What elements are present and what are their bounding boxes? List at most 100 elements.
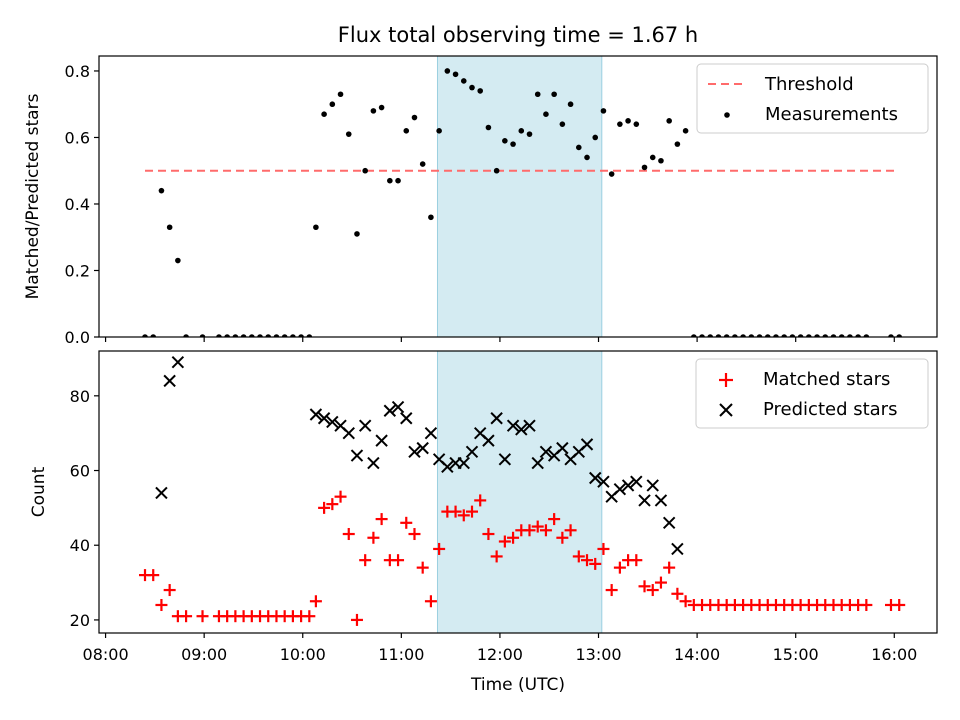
predicted-star-point xyxy=(350,449,364,462)
matched-star-point xyxy=(359,554,372,567)
predicted-star-point xyxy=(638,494,651,507)
matched-star-point xyxy=(408,528,421,541)
x-tick-label: 16:00 xyxy=(871,645,917,664)
matched-star-point xyxy=(309,595,322,608)
matched-star-point xyxy=(392,554,405,567)
measurement-point xyxy=(666,118,672,124)
measurement-point xyxy=(183,334,189,337)
legend-threshold-label: Threshold xyxy=(764,74,854,95)
predicted-star-point xyxy=(375,434,388,447)
measurement-point xyxy=(403,128,410,134)
matched-star-point xyxy=(646,584,659,597)
measurement-point xyxy=(378,104,385,111)
legend-predicted-label: Predicted stars xyxy=(763,399,897,420)
predicted-star-point xyxy=(490,412,503,425)
measurement-point xyxy=(142,334,148,337)
measurement-point xyxy=(691,334,697,337)
y-tick-label: 40 xyxy=(70,536,90,555)
measurement-point xyxy=(395,177,401,184)
measurement-point xyxy=(575,144,582,151)
y-tick-label: 0.6 xyxy=(65,128,90,147)
matched-star-point xyxy=(654,576,667,589)
measurement-point xyxy=(608,171,615,177)
measurement-point xyxy=(175,257,181,264)
y-tick-label: 20 xyxy=(70,611,90,630)
bottom-x-ticks: 08:00 09:00 10:00 11:00 12:00 13:00 14:00 15:00… xyxy=(83,633,917,664)
matched-star-point xyxy=(638,580,651,593)
matched-star-point xyxy=(498,535,511,548)
measurement-point xyxy=(534,91,541,98)
bottom-legend-box xyxy=(695,358,929,429)
measurement-point xyxy=(321,111,327,117)
y-tick-label: 0.2 xyxy=(65,261,90,280)
measurement-point xyxy=(896,334,903,337)
matched-star-point xyxy=(147,569,160,582)
measurement-point xyxy=(822,334,829,337)
measurement-point xyxy=(715,334,722,337)
measurement-point xyxy=(543,111,549,117)
matched-star-point xyxy=(196,610,209,623)
bottom-axes: 20 40 60 80 08:00 09:00 10:00 11:00 12:00 13:00 1… xyxy=(29,350,938,695)
x-tick-label: 12:00 xyxy=(477,645,523,664)
matched-star-point xyxy=(548,513,561,526)
matched-star-point xyxy=(342,528,355,541)
measurement-point xyxy=(863,334,870,337)
matched-star-point xyxy=(630,554,643,567)
measurement-point xyxy=(625,118,631,124)
matched-star-point xyxy=(507,531,520,544)
measurement-point xyxy=(773,334,779,337)
x-tick-label: 14:00 xyxy=(674,645,720,664)
matched-star-point xyxy=(457,509,470,522)
measurement-point xyxy=(257,334,263,337)
measurement-point xyxy=(337,91,344,98)
matched-star-point xyxy=(556,531,569,544)
measurement-point xyxy=(797,334,804,337)
matched-star-point xyxy=(564,524,577,537)
measurement-point xyxy=(370,108,377,114)
matched-star-point xyxy=(613,561,626,574)
measurement-point xyxy=(518,128,525,134)
measurement-point xyxy=(428,214,434,221)
matched-star-point xyxy=(375,513,388,526)
measurement-point xyxy=(150,334,157,337)
top-y-ticks: 0.0 0.2 0.4 0.6 0.8 xyxy=(65,62,99,347)
matched-star-point xyxy=(605,584,618,597)
matched-star-point xyxy=(572,550,585,563)
matched-star-point xyxy=(679,595,692,608)
measurement-point xyxy=(281,334,288,337)
measurement-point xyxy=(600,108,607,114)
measurement-point xyxy=(290,334,296,337)
measurement-point xyxy=(806,334,812,337)
x-tick-label: 09:00 xyxy=(181,645,227,664)
legend-measurements-swatch xyxy=(724,112,730,118)
predicted-star-point xyxy=(400,412,413,425)
predicted-star-point xyxy=(613,482,627,496)
legend-matched-swatch xyxy=(719,373,733,387)
matched-star-point xyxy=(482,528,495,541)
measurement-point xyxy=(584,154,590,161)
measurement-point xyxy=(313,224,319,231)
predicted-star-point xyxy=(171,355,185,369)
predicted-star-point xyxy=(465,445,479,459)
measurement-point xyxy=(781,334,787,337)
matched-star-point xyxy=(581,554,594,567)
matched-star-point xyxy=(424,595,437,608)
y-tick-label: 60 xyxy=(70,462,90,481)
measurement-point xyxy=(411,114,418,121)
predicted-star-point xyxy=(326,415,339,429)
top-legend-box xyxy=(696,63,929,134)
measurement-point xyxy=(224,334,230,337)
predicted-star-point xyxy=(580,438,594,451)
predicted-star-point xyxy=(317,412,331,425)
measurement-point xyxy=(419,161,426,167)
bottom-y-axis-label: Count xyxy=(29,466,49,517)
bottom-shaded-interval xyxy=(436,350,603,634)
predicted-star-point xyxy=(408,445,421,459)
matched-star-point xyxy=(490,550,503,563)
measurement-point xyxy=(723,334,730,337)
measurement-point xyxy=(216,334,222,337)
matched-star-point xyxy=(465,505,478,518)
legend-matched-label: Matched stars xyxy=(763,369,890,390)
matched-star-point xyxy=(367,531,380,544)
